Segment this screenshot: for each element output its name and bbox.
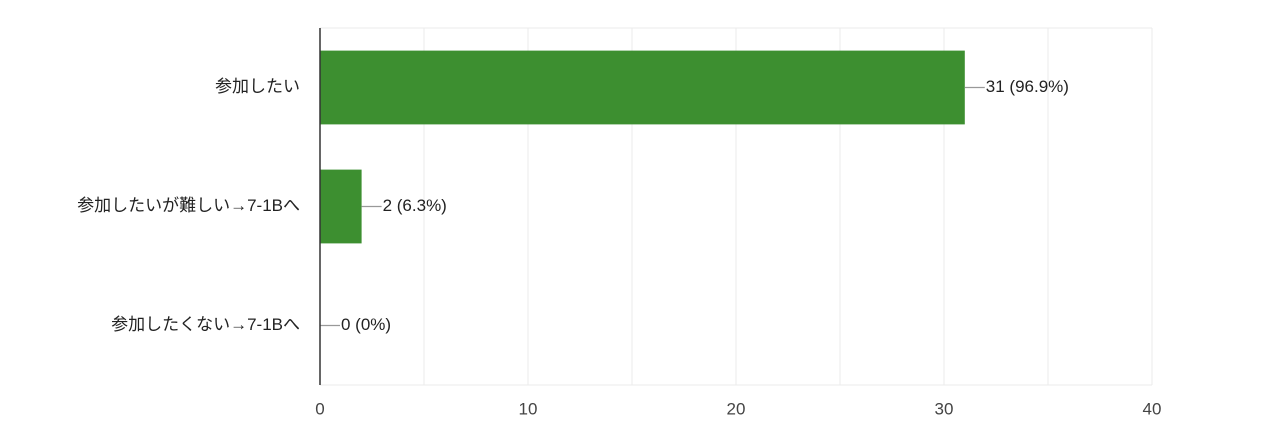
value-label: 2 (6.3%) <box>383 196 447 215</box>
y-tick-label: 参加したい <box>215 77 300 96</box>
value-label: 31 (96.9%) <box>986 77 1069 96</box>
bar <box>320 50 965 125</box>
x-tick-label: 30 <box>935 399 954 418</box>
y-tick-label: 参加したいが難しい→7-1Bへ <box>77 196 300 215</box>
y-tick-label: 参加したくない→7-1Bへ <box>111 315 300 334</box>
bar <box>320 169 362 244</box>
x-tick-label: 10 <box>519 399 538 418</box>
x-tick-label: 20 <box>727 399 746 418</box>
x-tick-label: 40 <box>1143 399 1162 418</box>
value-label: 0 (0%) <box>341 315 391 334</box>
x-tick-label: 0 <box>315 399 324 418</box>
